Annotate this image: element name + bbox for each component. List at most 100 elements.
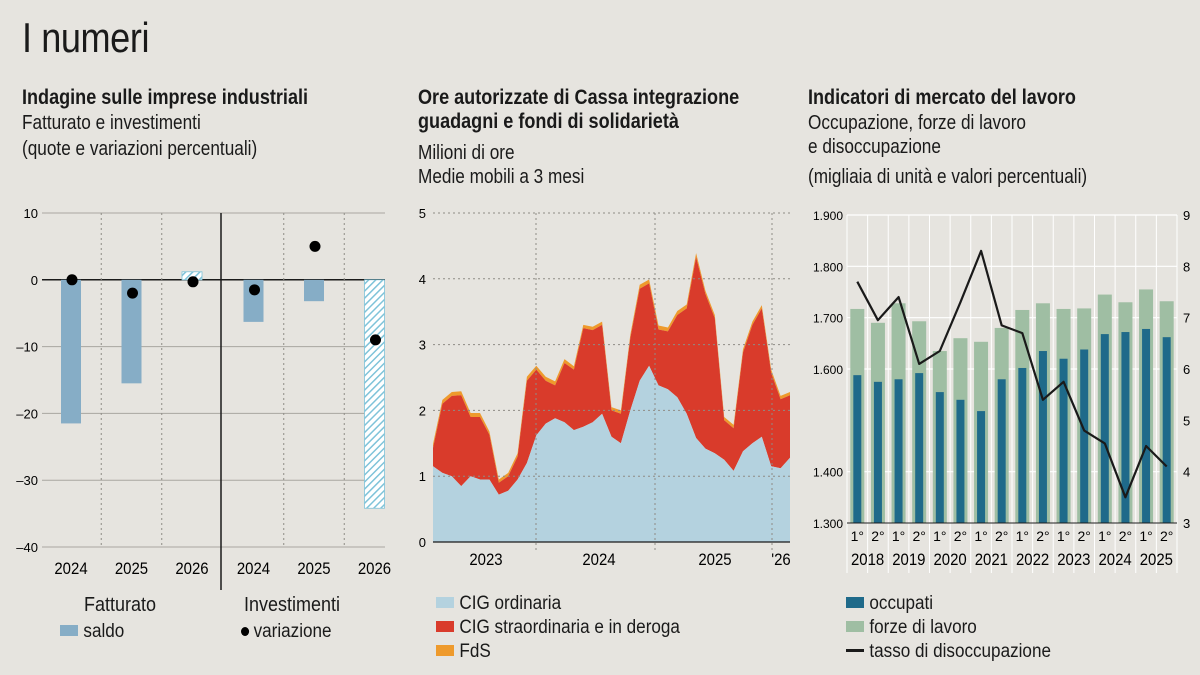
half-label: 2° — [1160, 528, 1173, 544]
y-left-tick-label: 1.900 — [813, 209, 843, 223]
bar-occupati — [1038, 351, 1047, 523]
panel3-subtitle-2: e disoccupazione — [808, 136, 941, 158]
year-label: 2020 — [933, 551, 966, 569]
legend-cig-ordinaria: CIG ordinaria — [436, 593, 561, 615]
x-tick-label: 2025 — [297, 560, 330, 578]
y-left-tick-label: 1.700 — [813, 312, 843, 326]
bar-occupati — [873, 381, 882, 523]
cig-straordinaria-swatch — [436, 621, 454, 632]
half-label: 2° — [871, 528, 884, 544]
legend-forze-label: forze di lavoro — [869, 617, 977, 638]
y-right-tick-label: 4 — [1183, 465, 1190, 480]
x-tick-label: 2023 — [469, 551, 502, 569]
y-tick-label: 3 — [419, 338, 426, 353]
y-tick-label: –10 — [16, 340, 38, 355]
year-label: 2019 — [892, 551, 925, 569]
panel2-title-2: guadagni e fondi di solidarietà — [418, 110, 679, 133]
half-label: 2° — [995, 528, 1008, 544]
legend-saldo-label: saldo — [83, 621, 125, 642]
saldo-swatch — [60, 625, 78, 636]
y-tick-label: 0 — [31, 273, 38, 288]
half-label: 2° — [954, 528, 967, 544]
line-icon — [846, 649, 864, 652]
half-label: 1° — [851, 528, 864, 544]
dot-variazione — [187, 276, 199, 288]
bar-occupati — [1162, 337, 1171, 523]
bar-occupati — [1100, 334, 1109, 523]
bar-occupati — [997, 379, 1006, 523]
legend-fds-label: FdS — [459, 641, 491, 662]
occupati-swatch — [846, 597, 864, 608]
bar-saldo — [121, 279, 142, 384]
legend-variazione-label: variazione — [253, 621, 332, 642]
dot-variazione — [370, 334, 381, 346]
x-tick-label: 2025 — [698, 551, 731, 569]
y-right-tick-label: 7 — [1183, 311, 1190, 326]
page-title: I numeri — [22, 14, 150, 61]
year-label: 2024 — [1098, 551, 1131, 569]
panel2-subtitle-2: Medie mobili a 3 mesi — [418, 166, 585, 188]
y-left-tick-label: 1.300 — [813, 517, 843, 531]
half-label: 1° — [974, 528, 987, 544]
half-label: 1° — [1016, 528, 1029, 544]
x-tick-label: 2026 — [175, 560, 208, 578]
x-tick-label: 2024 — [582, 551, 615, 569]
year-label: 2023 — [1057, 551, 1090, 569]
y-right-tick-label: 8 — [1183, 259, 1190, 274]
half-label: 2° — [912, 528, 925, 544]
y-left-tick-label: 1.600 — [813, 363, 843, 377]
half-label: 2° — [1119, 528, 1132, 544]
legend-cig-straordinaria: CIG straordinaria e in deroga — [436, 617, 680, 639]
half-label: 1° — [892, 528, 905, 544]
y-tick-label: 5 — [419, 206, 426, 221]
year-label: 2025 — [1140, 551, 1173, 569]
dot-variazione — [127, 287, 138, 299]
legend-tasso: tasso di disoccupazione — [846, 641, 1051, 663]
y-left-tick-label: 1.400 — [813, 466, 843, 480]
x-tick-label: 2024 — [237, 560, 270, 578]
bar-saldo — [364, 279, 385, 509]
dot-variazione — [66, 274, 78, 286]
y-tick-label: –40 — [16, 540, 38, 555]
y-tick-label: 4 — [419, 272, 426, 287]
panel3-subtitle: Occupazione, forze di lavoro — [808, 112, 1026, 134]
legend-saldo: saldo — [60, 621, 124, 643]
y-right-tick-label: 3 — [1183, 516, 1190, 531]
line-tasso-disoccupazione — [856, 249, 1168, 499]
legend-investimenti-label: Investimenti — [244, 594, 341, 616]
y-tick-label: 10 — [24, 206, 38, 221]
panel3-title: Indicatori di mercato del lavoro — [808, 86, 1076, 109]
legend-fatturato-label: Fatturato — [84, 594, 157, 616]
y-right-tick-label: 6 — [1183, 362, 1190, 377]
y-left-tick-label: 1.800 — [813, 260, 843, 274]
y-tick-label: 0 — [419, 535, 426, 550]
half-label: 1° — [933, 528, 946, 544]
legend-cig-straordinaria-label: CIG straordinaria e in deroga — [459, 617, 680, 638]
panel1-title: Indagine sulle imprese industriali — [22, 86, 309, 109]
panel3-subtitle-3: (migliaia di unità e valori percentuali) — [808, 166, 1088, 188]
y-right-tick-label: 9 — [1183, 208, 1190, 223]
legend-occupati: occupati — [846, 593, 933, 615]
legend-cig-ordinaria-label: CIG ordinaria — [459, 593, 562, 614]
bar-occupati — [915, 373, 924, 523]
x-tick-label: 2026 — [358, 560, 391, 578]
panel1-subtitle-2: (quote e variazioni percentuali) — [22, 138, 258, 160]
cig-ordinaria-swatch — [436, 597, 454, 608]
legend-occupati-label: occupati — [869, 593, 934, 614]
bar-saldo — [304, 279, 324, 302]
dot-variazione — [249, 284, 260, 296]
x-tick-label: 2025 — [115, 560, 148, 578]
y-tick-label: –30 — [16, 473, 38, 488]
bar-saldo — [61, 279, 81, 424]
y-tick-label: –20 — [16, 406, 38, 421]
y-tick-label: 1 — [419, 469, 426, 484]
bar-occupati — [894, 379, 903, 523]
panel2-subtitle: Milioni di ore — [418, 142, 515, 164]
bar-occupati — [977, 411, 986, 523]
bar-occupati — [1142, 328, 1151, 523]
fds-swatch — [436, 645, 454, 656]
dot-icon — [241, 627, 250, 636]
year-label: 2021 — [975, 551, 1008, 569]
half-label: 2° — [1077, 528, 1090, 544]
x-tick-label: 2024 — [54, 560, 87, 578]
